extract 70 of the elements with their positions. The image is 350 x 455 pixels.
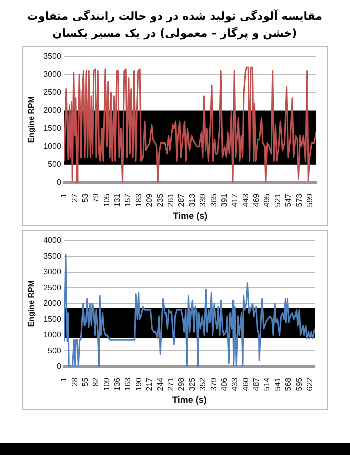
x-tick-label: 55: [80, 377, 90, 387]
x-tick-label: 443: [241, 193, 250, 208]
y-tick-label: 500: [48, 160, 62, 170]
y-tick-label: 3000: [44, 70, 62, 80]
x-tick-label: 495: [262, 193, 272, 208]
x-tick-label: 391: [220, 193, 229, 208]
x-tick-label: 53: [80, 193, 90, 203]
x-tick-label: 105: [102, 193, 112, 208]
x-tick-label: 136: [113, 377, 122, 392]
x-tick-label: 157: [124, 193, 133, 208]
x-tick-label: 514: [262, 377, 272, 392]
y-tick-label: 4000: [44, 236, 62, 246]
x-tick-label: 27: [70, 193, 80, 203]
x-tick-label: 469: [252, 193, 262, 208]
x-axis-title: Time (s): [172, 395, 207, 406]
y-tick-label: 1500: [44, 124, 62, 134]
x-tick-label: 82: [92, 377, 101, 387]
x-tick-label: 261: [166, 193, 176, 208]
x-tick-label: 521: [273, 193, 282, 208]
x-tick-label: 325: [188, 377, 197, 392]
x-tick-label: 568: [284, 377, 294, 392]
x-tick-label: 244: [156, 377, 165, 392]
x-tick-label: 271: [166, 377, 176, 392]
x-tick-label: 573: [294, 193, 304, 208]
x-tick-label: 183: [134, 193, 144, 208]
x-tick-label: 1: [60, 193, 69, 198]
y-tick-label: 2500: [44, 88, 62, 98]
x-tick-label: 313: [188, 193, 197, 208]
y-tick-label: 2000: [44, 299, 62, 308]
x-tick-label: 235: [156, 193, 165, 208]
y-axis-title: Engine RPM: [27, 280, 36, 328]
x-tick-label: 417: [230, 193, 240, 208]
y-tick-label: 0: [56, 178, 62, 188]
y-tick-label: 500: [48, 346, 62, 356]
x-tick-label: 365: [209, 193, 218, 208]
x-tick-label: 379: [209, 377, 218, 392]
x-tick-label: 217: [145, 377, 154, 392]
x-tick-label: 541: [273, 377, 282, 392]
x-tick-label: 599: [305, 193, 314, 208]
x-tick-label: 460: [241, 377, 250, 392]
x-tick-label: 595: [294, 377, 304, 392]
y-tick-label: 2000: [44, 106, 62, 116]
x-tick-label: 487: [252, 377, 262, 392]
x-tick-label: 79: [92, 193, 101, 203]
x-tick-label: 406: [220, 377, 229, 392]
y-tick-label: 3000: [44, 268, 62, 277]
x-tick-label: 1: [60, 377, 69, 382]
x-tick-label: 339: [198, 193, 208, 208]
y-tick-label: 2500: [44, 283, 62, 292]
x-tick-label: 163: [124, 377, 133, 392]
y-tick-label: 1000: [44, 330, 62, 340]
y-axis-title: Engine RPM: [27, 96, 36, 144]
y-tick-label: 1500: [44, 314, 62, 324]
x-tick-label: 131: [113, 193, 122, 208]
x-tick-label: 109: [102, 377, 112, 392]
chart-title: مقایسه آلودگی تولید شده در دو حالت رانندگی متفاوت (خشن و پرگاز – معمولی) در یک مسیر یکسان: [26, 8, 324, 42]
x-tick-label: 547: [284, 193, 294, 208]
y-tick-label: 1000: [44, 142, 62, 152]
y-tick-label: 3500: [44, 252, 62, 261]
x-tick-label: 433: [230, 377, 240, 392]
y-tick-label: 3500: [44, 52, 62, 62]
x-tick-label: 622: [305, 377, 314, 392]
x-tick-label: 298: [177, 377, 186, 392]
x-tick-label: 352: [198, 377, 208, 392]
x-tick-label: 28: [70, 377, 80, 387]
x-tick-label: 287: [177, 193, 186, 208]
x-tick-label: 209: [145, 193, 154, 208]
y-tick-label: 0: [56, 362, 62, 372]
x-tick-label: 190: [134, 377, 144, 392]
x-axis-title: Time (s): [173, 211, 208, 222]
